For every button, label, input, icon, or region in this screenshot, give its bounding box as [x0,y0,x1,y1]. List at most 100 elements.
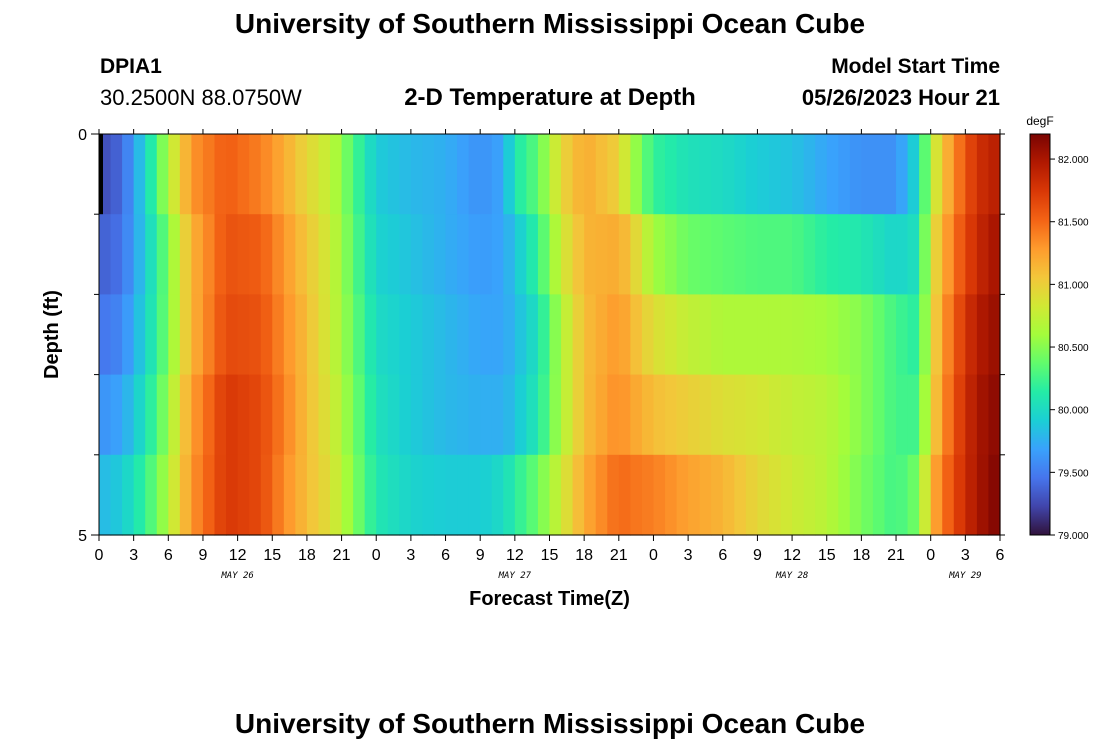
heatmap-cell [468,134,481,215]
heatmap-cell [584,134,597,215]
heatmap-cell [988,294,1001,376]
heatmap-cell [364,214,377,295]
heatmap-cell [722,454,735,536]
heatmap-cell [745,134,759,215]
heatmap-cell [202,374,216,456]
x-tick-label: 6 [441,547,450,564]
heatmap-cell [734,134,747,215]
heatmap-cell [711,134,724,215]
heatmap-cell [861,134,874,215]
heatmap-cell [330,374,343,456]
heatmap-cell [410,134,424,215]
heatmap-cell [965,134,978,215]
heatmap-cell [919,374,932,456]
heatmap-cell [872,454,886,536]
heatmap-cell [202,134,216,215]
heatmap-cell [306,134,320,215]
heatmap-cell [214,454,227,536]
colorbar [1030,134,1050,535]
main-title: University of Southern Mississippi Ocean… [234,8,866,39]
heatmap-cell [549,454,562,536]
heatmap-cell [133,134,146,215]
heatmap-cell [226,374,239,456]
heatmap-cell [584,454,597,536]
colorbar-tick-label: 79.000 [1058,531,1089,542]
heatmap-cell [561,454,574,536]
heatmap-cell [145,294,158,376]
heatmap-cell [676,454,689,536]
colorbar-unit: degF [1026,114,1053,128]
heatmap-cell [237,294,250,376]
heatmap-cell [214,214,227,295]
heatmap-cell [549,374,562,456]
heatmap-cell [364,374,377,456]
heatmap-cell [214,294,227,376]
heatmap-cell [803,454,816,536]
heatmap-cell [734,294,747,376]
heatmap-cell [156,214,169,295]
heatmap-cell [595,214,608,295]
heatmap-cell [168,134,181,215]
heatmap-cell [722,214,735,295]
heatmap-cell [283,454,296,536]
heatmap-cell [537,374,551,456]
heatmap-cell [572,294,585,376]
colorbar-tick-label: 80.000 [1058,406,1089,417]
heatmap-cell [514,294,527,376]
heatmap-cell [353,134,366,215]
heatmap-cell [722,374,735,456]
heatmap-cell [930,294,943,376]
heatmap-cell [641,134,655,215]
heatmap-cell [480,134,493,215]
heatmap-cell [953,134,966,215]
heatmap-cell [537,134,551,215]
heatmap-cell [537,294,551,376]
heatmap-cell [514,454,527,536]
heatmap-cell [179,214,193,295]
heatmap-cell [387,134,400,215]
heatmap-cell [861,294,874,376]
heatmap-cell [618,374,631,456]
heatmap-cell [145,134,158,215]
colorbar-frame [1029,133,1051,536]
heatmap-cell [272,214,285,295]
heatmap-cell [641,374,655,456]
heatmap-cell [537,454,551,536]
heatmap-cell [226,134,239,215]
heatmap-cell [422,214,435,295]
heatmap-cell [976,294,990,376]
heatmap-cell [561,214,574,295]
heatmap-cell [988,374,1001,456]
heatmap-cell [780,454,793,536]
heatmap-cell [572,454,585,536]
heatmap-cell [907,134,920,215]
heatmap-cell [919,294,932,376]
surface-marker [99,134,103,215]
heatmap-cell [306,214,320,295]
heatmap-cell [422,134,435,215]
heatmap-cell [503,294,516,376]
heatmap-cell [399,374,412,456]
heatmap-cell [306,454,320,536]
station-id: DPIA1 [100,55,162,78]
model-start-label: Model Start Time [831,55,1000,78]
heatmap-cell [514,134,527,215]
heatmap-cell [491,134,504,215]
heatmap-cell [688,374,701,456]
heatmap-cell [122,294,135,376]
heatmap-cell [295,134,308,215]
heatmap-cell [965,374,978,456]
heatmap-cell [491,374,504,456]
station-coordinates: 30.2500N 88.0750W [100,85,302,110]
heatmap-cell [849,294,862,376]
heatmap-cell [237,134,250,215]
heatmap-cell [249,294,262,376]
x-tick-label: 9 [753,547,762,564]
heatmap-cell [457,294,470,376]
heatmap-cell [803,294,816,376]
heatmap-cell [237,214,250,295]
heatmap-cell [457,214,470,295]
heatmap-cell [376,214,389,295]
heatmap-cell [861,214,874,295]
heatmap-cell [872,214,886,295]
